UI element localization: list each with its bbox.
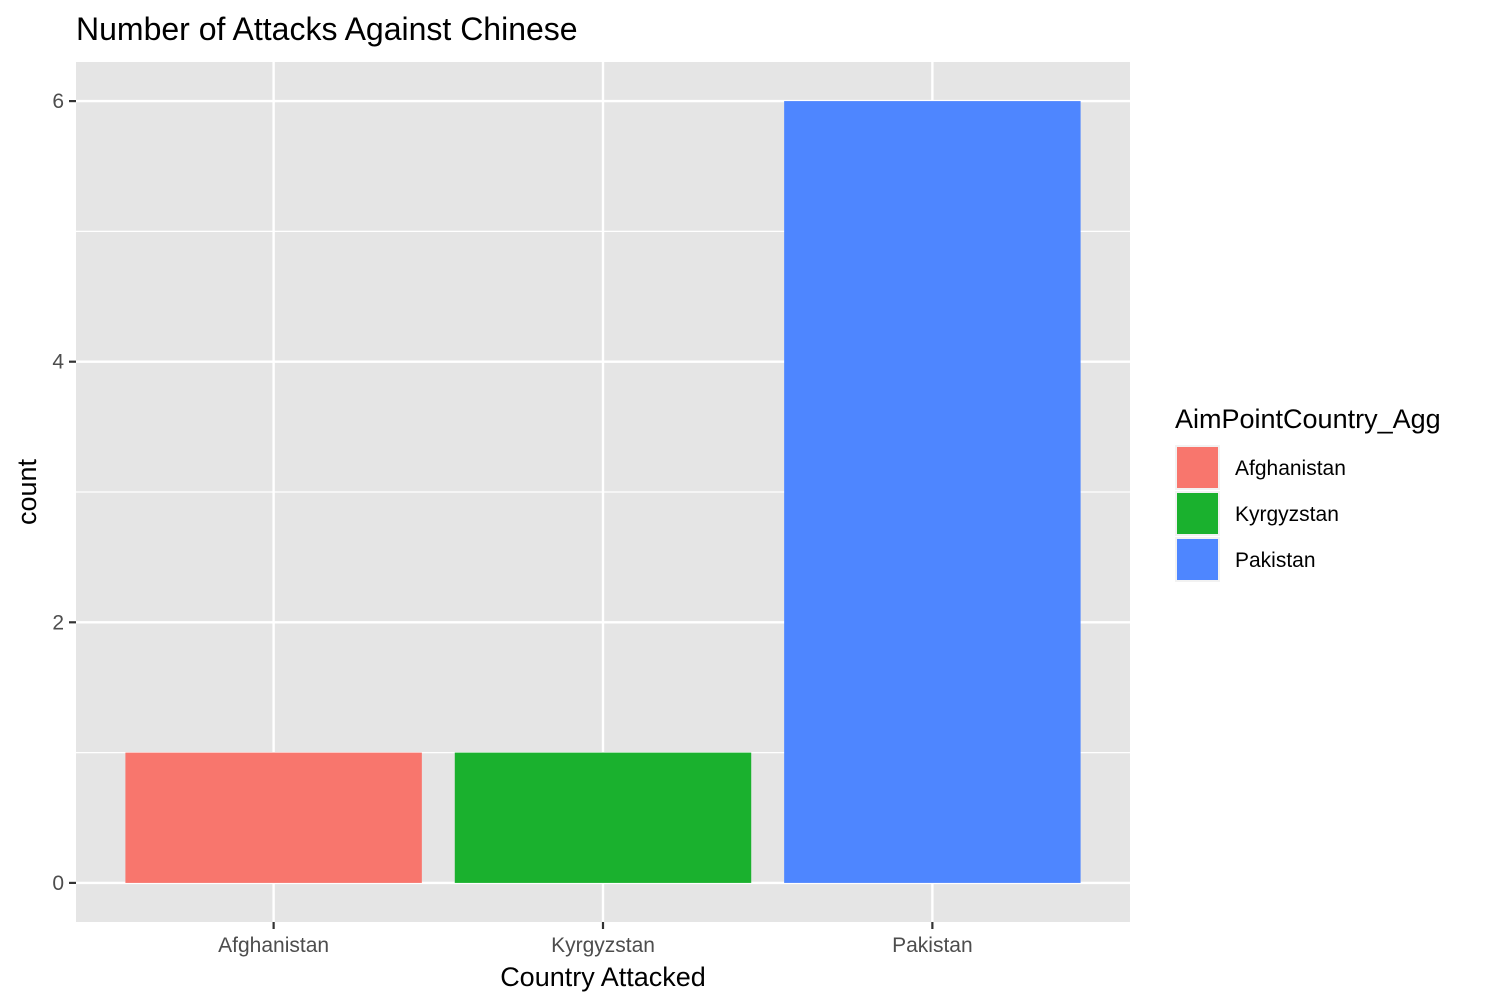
bar-kyrgyzstan [454, 752, 752, 883]
bars [125, 101, 1081, 883]
legend-label: Pakistan [1235, 549, 1316, 572]
legend-items: Afghanistan Kyrgyzstan Pakistan [1175, 445, 1346, 582]
x-tick-label: Kyrgyzstan [551, 934, 655, 957]
chart-title: Number of Attacks Against Chinese [76, 11, 578, 47]
legend-swatch-pakistan [1177, 539, 1218, 580]
x-axis-title: Country Attacked [500, 962, 706, 992]
legend-label: Afghanistan [1235, 457, 1346, 480]
y-axis-title: count [12, 458, 42, 525]
bar-pakistan [784, 101, 1081, 883]
x-axis: Afghanistan Kyrgyzstan Pakistan [218, 922, 973, 957]
x-tick-label: Afghanistan [218, 934, 329, 957]
bar-afghanistan [125, 752, 422, 883]
y-axis: 0 2 4 6 [52, 90, 76, 895]
y-tick-label: 4 [52, 351, 64, 374]
legend-swatch-afghanistan [1177, 447, 1218, 488]
legend-title: AimPointCountry_Agg [1175, 404, 1441, 434]
legend-label: Kyrgyzstan [1235, 503, 1339, 526]
x-tick-label: Pakistan [892, 934, 973, 957]
y-tick-label: 0 [52, 872, 64, 895]
y-tick-label: 2 [52, 611, 64, 634]
legend: AimPointCountry_Agg Afghanistan Kyrgyzsta… [1175, 404, 1441, 582]
y-tick-label: 6 [52, 90, 64, 113]
legend-swatch-kyrgyzstan [1177, 493, 1218, 534]
